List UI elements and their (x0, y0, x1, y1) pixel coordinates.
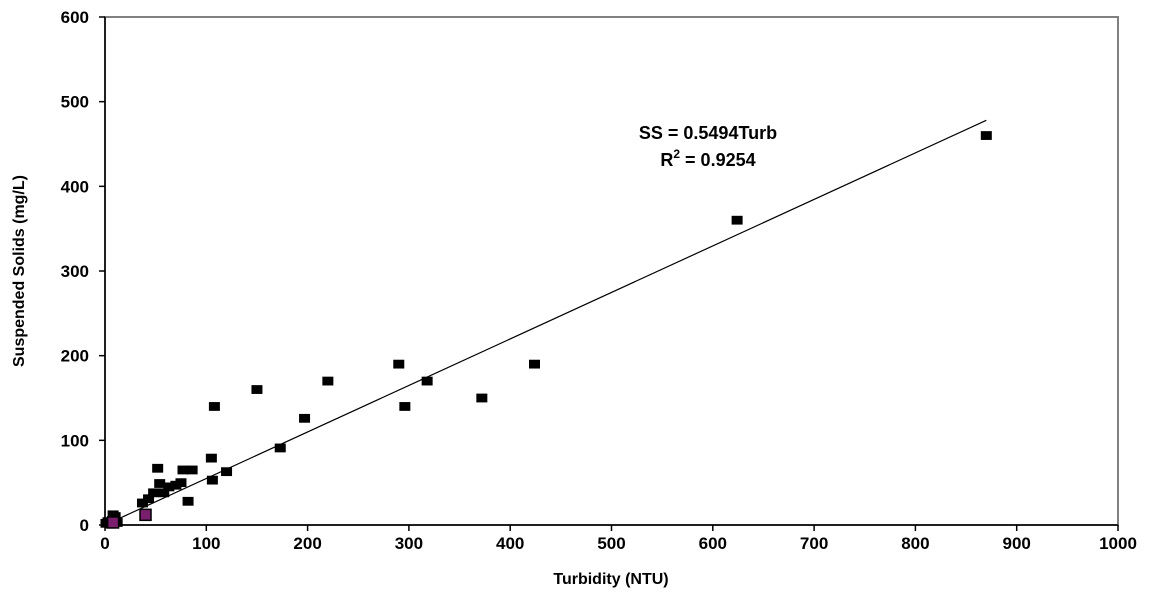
data-point (731, 215, 743, 225)
y-axis-title: Suspended Solids (mg/L) (11, 175, 28, 367)
x-tick-label: 400 (496, 534, 524, 553)
data-point (221, 467, 233, 477)
trend-r-squared: R2 = 0.9254 (660, 147, 755, 170)
data-point-highlight (106, 516, 120, 529)
data-points (100, 131, 992, 529)
x-tick-label: 100 (192, 534, 220, 553)
data-point (208, 402, 220, 411)
trend-equation: SS = 0.5494Turb (639, 123, 777, 143)
data-point (182, 496, 194, 506)
data-point (158, 488, 170, 498)
x-tick-label: 0 (100, 534, 109, 553)
x-tick-label: 1000 (1099, 534, 1137, 553)
trendline (104, 119, 987, 526)
data-point (476, 393, 488, 403)
x-tick-label: 900 (1003, 534, 1031, 553)
data-point (152, 463, 164, 473)
data-point (175, 478, 187, 488)
x-tick-label: 800 (901, 534, 929, 553)
data-point (251, 385, 263, 394)
data-point (186, 465, 198, 475)
x-axis-ticks: 0 100 200 300 400 500 600 700 800 900 1000 (100, 525, 1137, 553)
x-tick-label: 700 (800, 534, 828, 553)
data-point (163, 482, 175, 492)
data-point (205, 453, 217, 463)
data-point (143, 494, 155, 504)
x-tick-label: 500 (597, 534, 625, 553)
data-point (322, 376, 334, 386)
data-point (529, 359, 541, 369)
x-tick-label: 200 (293, 534, 321, 553)
data-point (980, 131, 992, 140)
x-tick-label: 300 (395, 534, 423, 553)
data-point (206, 475, 218, 485)
data-point (393, 359, 405, 369)
y-tick-label: 600 (61, 8, 89, 27)
y-tick-label: 300 (61, 262, 89, 281)
data-point (148, 488, 160, 498)
x-axis-title: Turbidity (NTU) (553, 571, 668, 588)
y-tick-label: 100 (61, 431, 89, 450)
y-tick-label: 500 (61, 93, 89, 112)
data-point (136, 498, 148, 508)
y-tick-label: 200 (61, 347, 89, 366)
data-point (399, 402, 411, 411)
data-point (421, 376, 433, 386)
data-point (274, 443, 286, 453)
trendline-group (104, 119, 987, 526)
data-point (177, 465, 189, 475)
data-point (299, 413, 311, 423)
plot-area (104, 16, 1119, 526)
y-axis-ticks: 0 100 200 300 400 500 600 (61, 8, 105, 535)
y-tick-label: 0 (80, 516, 89, 535)
data-point-highlight (139, 508, 152, 522)
x-tick-label: 600 (699, 534, 727, 553)
y-tick-label: 400 (61, 177, 89, 196)
data-point (154, 479, 166, 488)
